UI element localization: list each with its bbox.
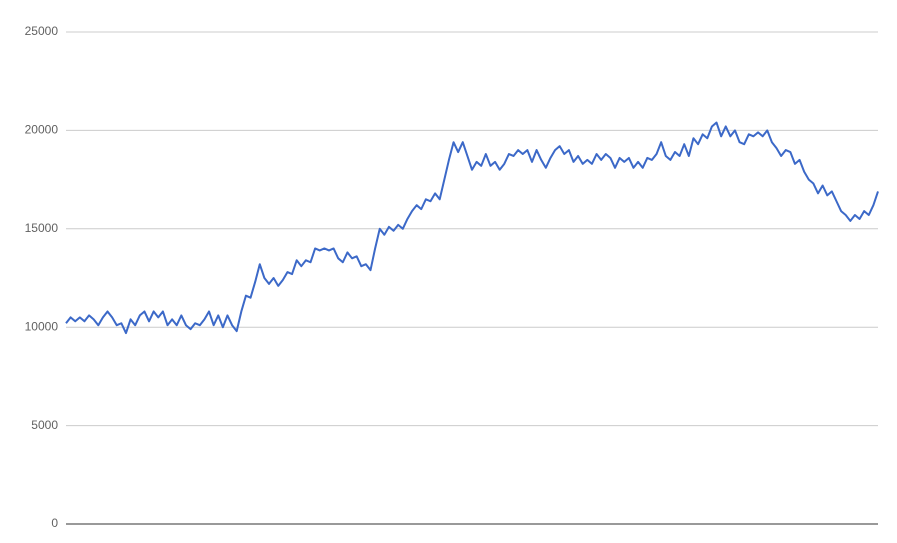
- y-tick-label: 10000: [25, 319, 59, 333]
- y-tick-label: 25000: [25, 24, 59, 38]
- y-tick-label: 15000: [25, 221, 59, 235]
- y-tick-label: 0: [51, 516, 58, 530]
- y-tick-label: 20000: [25, 123, 59, 137]
- data-line: [65, 121, 879, 335]
- y-tick-label: 5000: [31, 418, 58, 432]
